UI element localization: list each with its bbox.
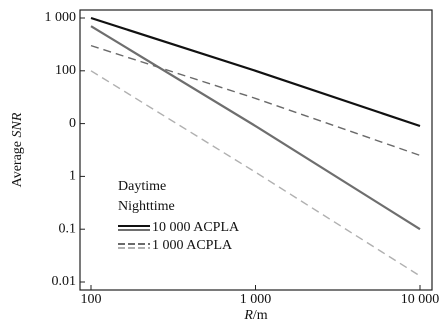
series-line [90, 25, 421, 231]
y-tick-label: 0 [69, 116, 76, 131]
series-line [90, 70, 421, 277]
legend-label: 1 000 ACPLA [152, 238, 233, 253]
x-tick-label: 100 [81, 292, 102, 307]
y-axis-label: Average SNR [10, 112, 25, 187]
y-tick-label: 1 000 [45, 10, 77, 25]
legend-label: 10 000 ACPLA [152, 220, 240, 235]
series-line [90, 44, 421, 157]
y-tick-label: 0.01 [52, 274, 77, 289]
legend-text: Daytime [118, 179, 166, 194]
x-tick-label: 10 000 [401, 292, 440, 307]
y-tick-label: 100 [55, 63, 76, 78]
y-label-text: Average [10, 138, 25, 188]
y-tick-label: 0.1 [59, 221, 77, 236]
x-label-var: R [243, 308, 253, 323]
legend-text: Nighttime [118, 199, 175, 214]
y-tick-label: 1 [69, 169, 76, 184]
series-line [90, 16, 421, 128]
x-tick-label: 1 000 [240, 292, 272, 307]
x-axis-label: R/m [243, 308, 267, 323]
x-label-unit: /m [253, 308, 268, 323]
y-label-var: SNR [10, 112, 25, 137]
